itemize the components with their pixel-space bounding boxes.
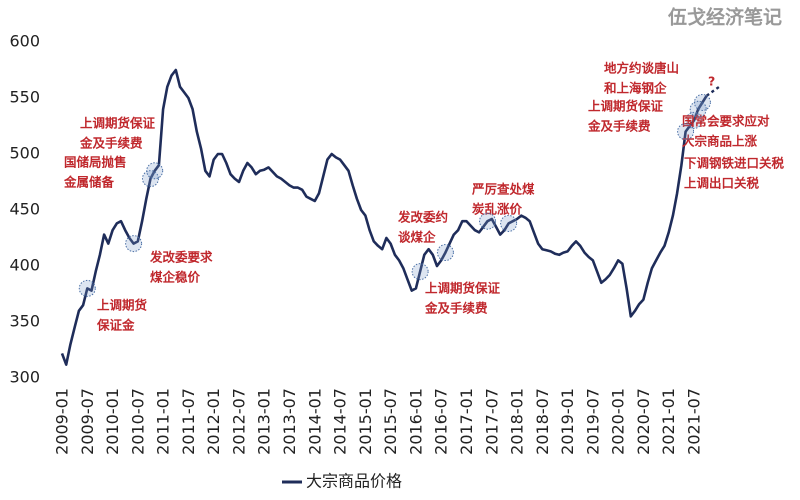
annotation-circle — [141, 170, 159, 188]
x-tick-label: 2020-01 — [609, 388, 628, 455]
x-tick-label: 2010-01 — [103, 388, 122, 455]
y-tick-label: 300 — [9, 368, 40, 387]
x-tick-label: 2020-07 — [634, 388, 653, 455]
annotation-circle — [479, 212, 497, 230]
series-line — [60, 68, 708, 366]
annotation: 金及手续费 — [79, 136, 143, 151]
annotation: 金属储备 — [63, 175, 115, 190]
x-tick-label: 2021-01 — [659, 388, 678, 455]
annotation: 保证金 — [96, 318, 135, 333]
annotation: 炭乱涨价 — [472, 202, 523, 217]
x-tick-label: 2019-01 — [558, 388, 577, 455]
annotation: 发改委要求 — [149, 250, 213, 265]
y-tick-label: 350 — [9, 312, 40, 331]
annotation-circle — [125, 235, 143, 253]
annotation-circle — [146, 162, 164, 180]
annotation: 煤企稳价 — [150, 270, 201, 285]
annotation: 金及手续费 — [424, 301, 488, 316]
x-tick-label: 2015-01 — [356, 388, 375, 455]
annotation: 和上海钢企 — [603, 81, 667, 96]
watermark: 伍戈经济笔记 — [667, 6, 782, 29]
y-tick-label: 400 — [9, 256, 40, 275]
x-tick-label: 2010-07 — [128, 388, 147, 455]
annotation: 发改委约 — [397, 210, 448, 225]
annotation: 上调期货保证 — [80, 116, 156, 131]
annotation-circle — [500, 214, 518, 232]
annotation-circle — [436, 244, 454, 262]
y-tick-label: 550 — [9, 88, 40, 107]
x-tick-label: 2017-01 — [457, 388, 476, 455]
annotation-circle — [685, 111, 703, 129]
x-tick-label: 2014-07 — [331, 388, 350, 455]
x-tick-label: 2011-01 — [154, 388, 173, 455]
x-tick-label: 2015-07 — [381, 388, 400, 455]
annotation: 下调钢铁进口关税 — [684, 156, 785, 171]
x-tick-label: 2016-07 — [432, 388, 451, 455]
x-tick-label: 2019-07 — [583, 388, 602, 455]
x-tick-label: 2012-07 — [229, 388, 248, 455]
annotation: 严厉查处煤 — [471, 182, 535, 197]
annotation: 大宗商品上涨 — [682, 134, 758, 149]
x-tick-label: 2017-07 — [482, 388, 501, 455]
x-tick-label: 2018-01 — [508, 388, 527, 455]
x-tick-label: 2013-07 — [280, 388, 299, 455]
y-tick-label: 450 — [9, 200, 40, 219]
x-tick-label: 2009-07 — [78, 388, 97, 455]
annotation: 金及手续费 — [587, 119, 651, 134]
projection-dash — [705, 84, 722, 97]
annotation-circle — [411, 263, 429, 281]
annotation: 国常会要求应对 — [682, 114, 770, 129]
x-tick-label: 2011-07 — [179, 388, 198, 455]
x-tick-label: 2016-01 — [406, 388, 425, 455]
x-tick-label: 2013-01 — [255, 388, 274, 455]
y-tick-label: 500 — [9, 144, 40, 163]
x-tick-label: 2014-01 — [305, 388, 324, 455]
annotation: 国储局抛售 — [64, 155, 127, 170]
annotation: 地方约谈唐山 — [604, 61, 679, 76]
annotation: 上调期货保证 — [425, 281, 501, 296]
x-tick-label: 2021-07 — [685, 388, 704, 455]
annotation-circle — [78, 279, 96, 297]
x-tick-label: 2018-07 — [533, 388, 552, 455]
x-tick-label: 2012-01 — [204, 388, 223, 455]
annotation-circle — [689, 100, 707, 118]
legend-label: 大宗商品价格 — [306, 472, 402, 491]
x-tick-label: 2009-01 — [53, 388, 72, 455]
annotation: 上调出口关税 — [684, 176, 760, 191]
annotation: 上调期货保证 — [588, 99, 664, 114]
y-tick-label: 600 — [9, 32, 40, 51]
annotation: 上调期货 — [97, 298, 148, 313]
annotation: ? — [708, 74, 715, 89]
annotation: 谈煤企 — [398, 230, 436, 245]
annotation-circle — [677, 123, 695, 141]
